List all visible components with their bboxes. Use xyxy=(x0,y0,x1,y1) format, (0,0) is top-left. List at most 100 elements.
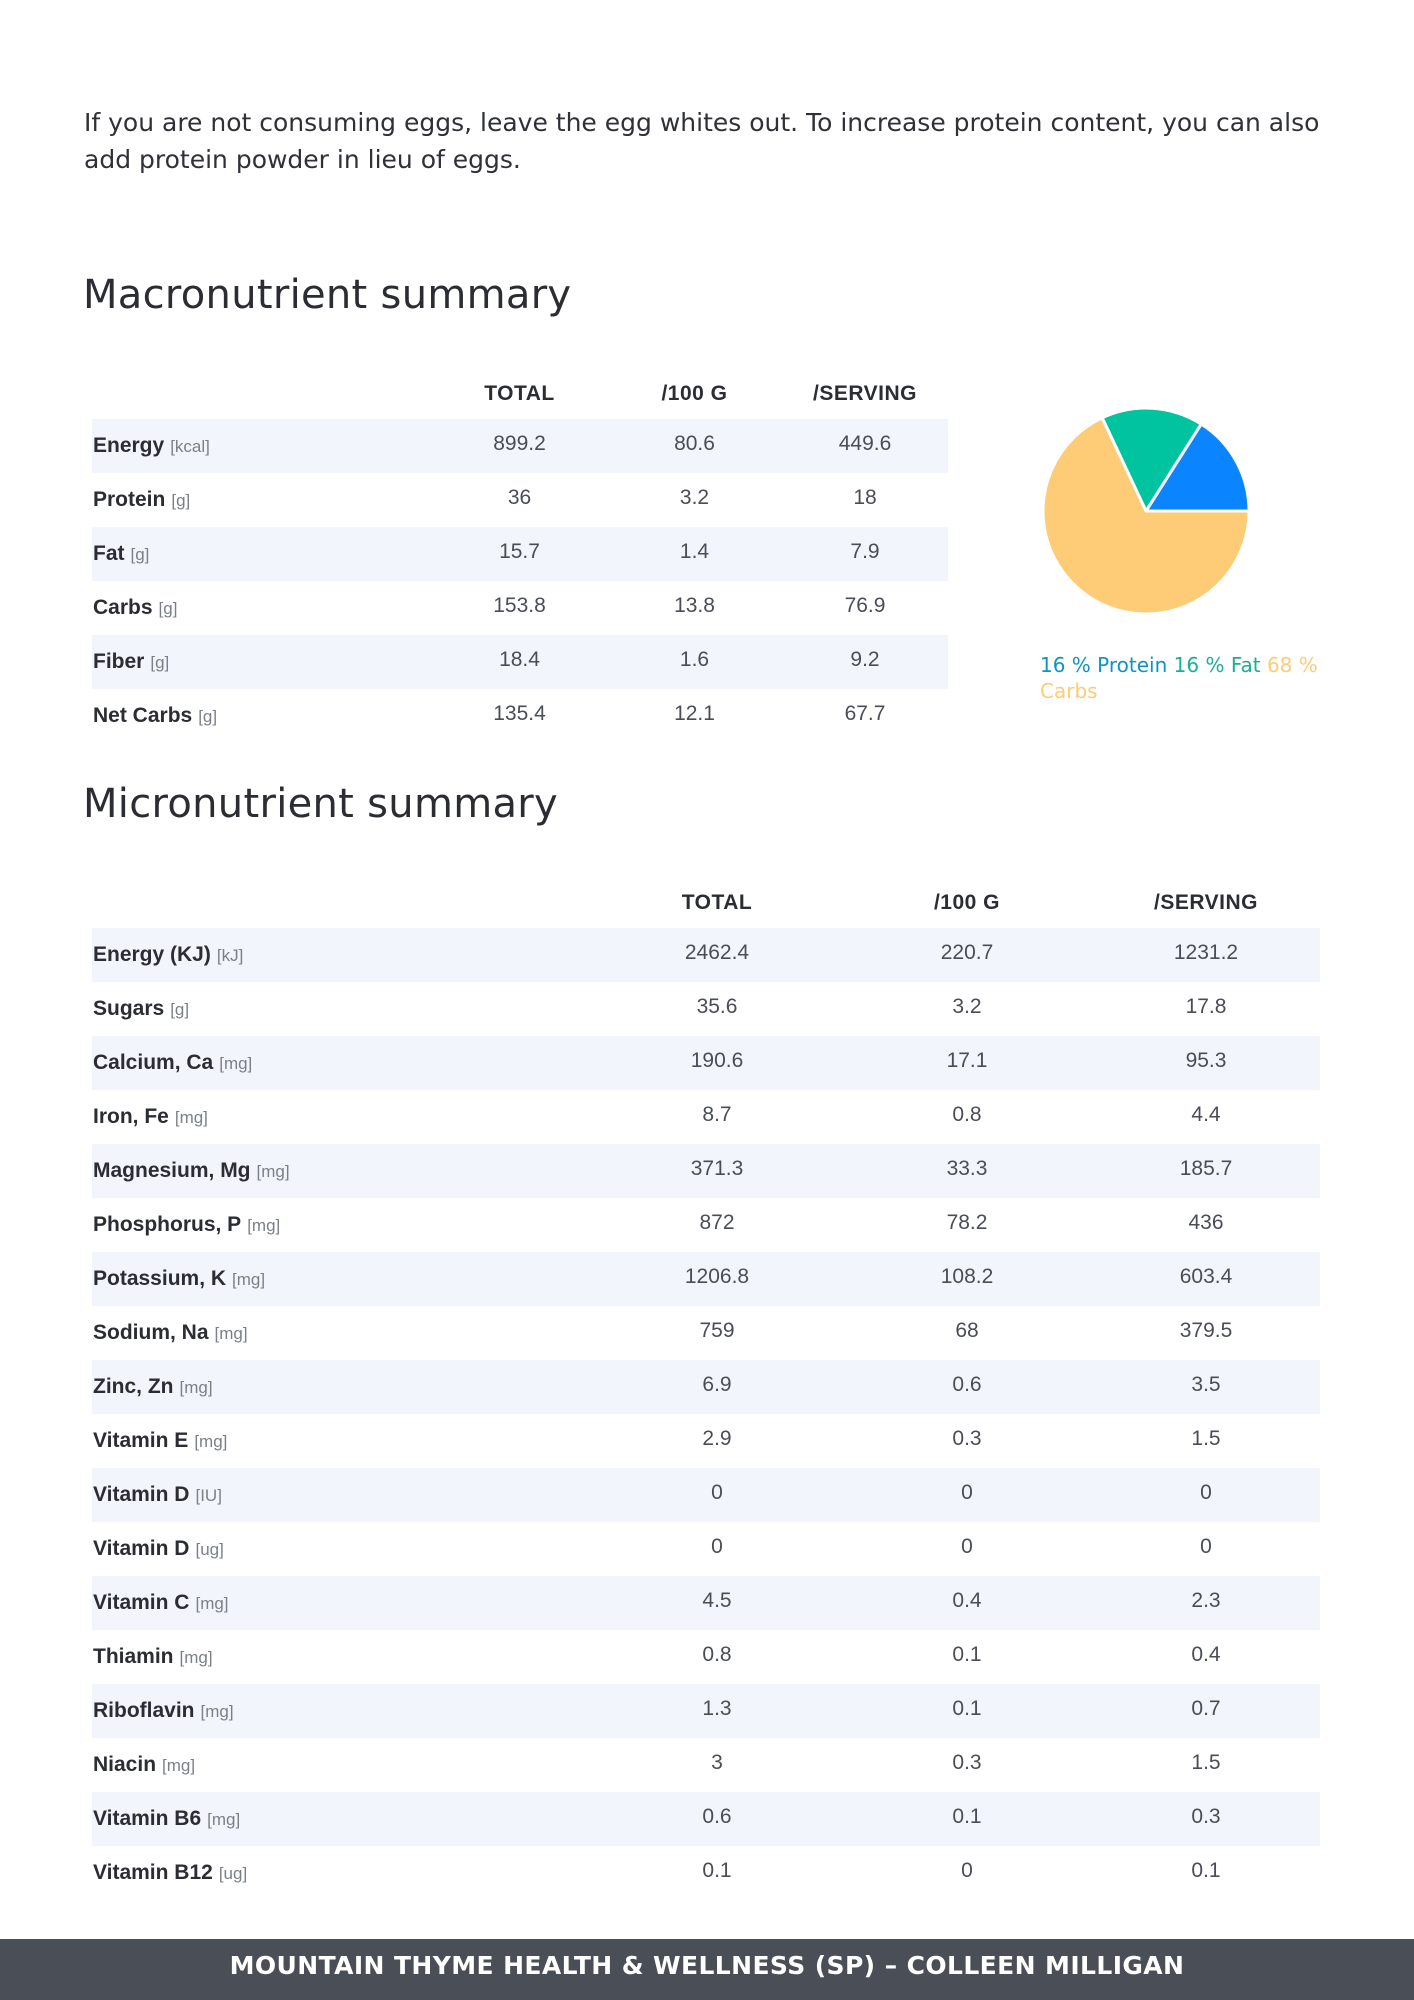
value-per-serving: 4.4 xyxy=(1191,1103,1221,1126)
nutrient-name: Vitamin C xyxy=(93,1591,190,1614)
nutrient-name: Calcium, Ca xyxy=(93,1051,214,1074)
value-total: 2.9 xyxy=(702,1427,732,1450)
nutrient-name-cell: Energy (KJ) [kJ] xyxy=(92,928,592,982)
nutrient-name: Phosphorus, P xyxy=(93,1213,242,1236)
nutrient-name-cell: Protein [g] xyxy=(92,473,432,527)
column-header-name xyxy=(92,878,592,928)
value-total: 0.1 xyxy=(702,1859,732,1882)
table-row: Fat [g] 15.7 1.4 7.9 xyxy=(92,527,948,581)
nutrient-name-cell: Carbs [g] xyxy=(92,581,432,635)
nutrient-unit: [mg] xyxy=(247,1216,281,1235)
nutrient-name: Energy xyxy=(93,434,165,457)
table-row: Potassium, K [mg] 1206.8 108.2 603.4 xyxy=(92,1252,1320,1306)
value-total: 36 xyxy=(507,486,532,509)
value-per-serving: 0.4 xyxy=(1191,1643,1221,1666)
value-total: 899.2 xyxy=(432,419,607,473)
nutrient-unit: [mg] xyxy=(174,1108,208,1127)
value-per-100g: 68 xyxy=(955,1319,979,1342)
table-row: Energy (KJ) [kJ] 2462.4 220.7 1231.2 xyxy=(92,928,1320,982)
nutrient-unit: [mg] xyxy=(200,1702,234,1721)
value-per-serving: 185.7 xyxy=(1092,1144,1320,1198)
value-per-serving: 18 xyxy=(853,486,877,509)
value-per-100g: 17.1 xyxy=(842,1036,1092,1090)
table-row: Sugars [g] 35.6 3.2 17.8 xyxy=(92,982,1320,1036)
column-header-per-serving: /SERVING xyxy=(813,382,917,405)
value-per-100g: 3.2 xyxy=(952,995,982,1018)
nutrient-name: Sugars xyxy=(93,997,165,1020)
table-row: Vitamin D [IU] 0 0 0 xyxy=(92,1468,1320,1522)
value-per-100g: 0.6 xyxy=(842,1360,1092,1414)
page-footer: MOUNTAIN THYME HEALTH & WELLNESS (SP) – … xyxy=(0,1939,1414,2000)
column-header-total: TOTAL xyxy=(484,382,555,405)
nutrient-name-cell: Iron, Fe [mg] xyxy=(92,1090,592,1144)
value-per-serving: 76.9 xyxy=(844,594,886,617)
value-per-serving: 1.5 xyxy=(1191,1427,1221,1450)
nutrient-unit: [mg] xyxy=(219,1054,253,1073)
value-total: 153.8 xyxy=(493,594,546,617)
value-per-100g: 78.2 xyxy=(946,1211,988,1234)
value-total: 8.7 xyxy=(702,1103,732,1126)
nutrient-unit: [kJ] xyxy=(216,946,244,965)
column-header-name xyxy=(92,369,432,419)
nutrient-name: Fiber xyxy=(93,650,145,673)
nutrient-name: Magnesium, Mg xyxy=(93,1159,251,1182)
table-row: Magnesium, Mg [mg] 371.3 33.3 185.7 xyxy=(92,1144,1320,1198)
value-per-100g: 0.4 xyxy=(842,1576,1092,1630)
nutrient-name: Vitamin E xyxy=(93,1429,189,1452)
column-header-per-100g: /100 G xyxy=(933,891,1001,914)
value-per-100g: 13.8 xyxy=(674,594,715,617)
nutrient-name: Vitamin B6 xyxy=(93,1807,202,1830)
value-total: 35.6 xyxy=(696,995,738,1018)
nutrient-name: Protein xyxy=(93,488,166,511)
table-row: Calcium, Ca [mg] 190.6 17.1 95.3 xyxy=(92,1036,1320,1090)
value-total: 6.9 xyxy=(592,1360,842,1414)
macronutrient-table-body: Energy [kcal] 899.2 80.6 449.6 Protein [g] 36 3.… xyxy=(92,419,948,743)
value-per-100g: 108.2 xyxy=(842,1252,1092,1306)
value-total: 1.3 xyxy=(592,1684,842,1738)
table-row: Thiamin [mg] 0.8 0.1 0.4 xyxy=(92,1630,1320,1684)
nutrient-unit: [mg] xyxy=(256,1162,290,1181)
value-per-serving: 603.4 xyxy=(1092,1252,1320,1306)
nutrient-name-cell: Energy [kcal] xyxy=(92,419,432,473)
column-header-per-100g: /100 G xyxy=(661,382,728,405)
value-total: 3 xyxy=(711,1751,723,1774)
value-total: 1206.8 xyxy=(592,1252,842,1306)
value-total: 18.4 xyxy=(432,635,607,689)
nutrient-name: Energy (KJ) xyxy=(93,943,211,966)
table-row: Fiber [g] 18.4 1.6 9.2 xyxy=(92,635,948,689)
value-total: 0.6 xyxy=(592,1792,842,1846)
nutrient-unit: [g] xyxy=(130,545,150,564)
nutrient-name-cell: Niacin [mg] xyxy=(92,1738,592,1792)
legend-item-carbs: 68 % Carbs xyxy=(1040,653,1318,703)
nutrient-name-cell: Sugars [g] xyxy=(92,982,592,1036)
nutrient-name-cell: Thiamin [mg] xyxy=(92,1630,592,1684)
column-header-total: TOTAL xyxy=(681,891,753,914)
nutrient-unit: [g] xyxy=(198,707,218,726)
nutrient-name-cell: Fiber [g] xyxy=(92,635,432,689)
table-row: Niacin [mg] 3 0.3 1.5 xyxy=(92,1738,1320,1792)
nutrient-unit: [ug] xyxy=(195,1540,224,1559)
table-row: Vitamin D [ug] 0 0 0 xyxy=(92,1522,1320,1576)
table-row: Vitamin B6 [mg] 0.6 0.1 0.3 xyxy=(92,1792,1320,1846)
nutrient-name: Zinc, Zn xyxy=(93,1375,174,1398)
value-per-serving: 2.3 xyxy=(1092,1576,1320,1630)
legend-protein-pct: 16 % xyxy=(1040,653,1091,677)
pie-slice-protein xyxy=(1143,421,1251,513)
value-per-100g: 0.1 xyxy=(842,1684,1092,1738)
value-per-100g: 0 xyxy=(842,1468,1092,1522)
pie-slice-fat xyxy=(1100,406,1204,515)
legend-item-fat: 16 % Fat xyxy=(1174,653,1267,677)
nutrient-name: Vitamin D xyxy=(93,1483,190,1506)
table-row: Zinc, Zn [mg] 6.9 0.6 3.5 xyxy=(92,1360,1320,1414)
table-row: Net Carbs [g] 135.4 12.1 67.7 xyxy=(92,689,948,743)
nutrient-name-cell: Riboflavin [mg] xyxy=(92,1684,592,1738)
nutrient-name: Thiamin xyxy=(93,1645,174,1668)
table-row: Protein [g] 36 3.2 18 xyxy=(92,473,948,527)
nutrient-unit: [g] xyxy=(158,599,178,618)
value-per-100g: 0 xyxy=(961,1535,973,1558)
table-row: Riboflavin [mg] 1.3 0.1 0.7 xyxy=(92,1684,1320,1738)
nutrient-unit: [kcal] xyxy=(170,437,210,456)
nutrient-name-cell: Vitamin D [ug] xyxy=(92,1522,592,1576)
value-total: 0 xyxy=(711,1535,723,1558)
nutrient-name-cell: Vitamin D [IU] xyxy=(92,1468,592,1522)
